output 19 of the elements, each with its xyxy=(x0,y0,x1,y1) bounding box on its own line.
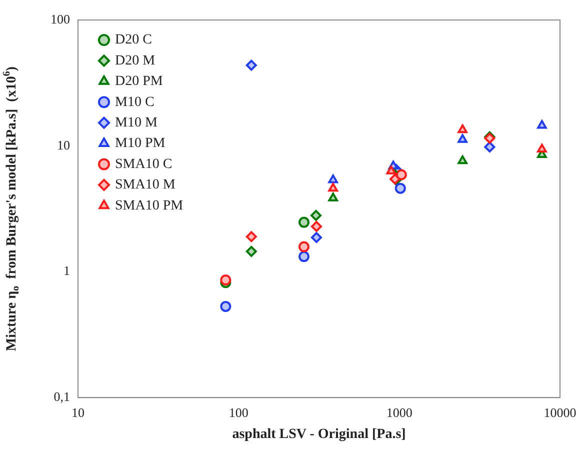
legend-label: M10 C xyxy=(115,94,154,110)
x-tick-label: 100 xyxy=(228,404,248,420)
y-tick-label: 100 xyxy=(50,11,70,26)
y-tick-label: 10 xyxy=(57,137,70,152)
legend-label: SMA10 PM xyxy=(115,198,184,214)
y-tick-label: 0,1 xyxy=(54,389,70,404)
y-axis-title: Mixture ηo from Burger's model [kPa.s] (x106) xyxy=(2,66,22,352)
legend-label: M10 PM xyxy=(115,136,166,152)
y-tick-label: 1 xyxy=(64,263,70,278)
legend-label: D20 C xyxy=(115,32,152,48)
x-tick-label: 1000 xyxy=(386,404,412,420)
legend-label: SMA10 M xyxy=(115,178,176,193)
x-tick-label: 10000 xyxy=(544,404,576,420)
legend-label: D20 PM xyxy=(115,74,164,90)
x-tick-label: 10 xyxy=(72,404,84,420)
legend-label: M10 M xyxy=(115,115,158,130)
legend-label: D20 M xyxy=(115,53,156,68)
legend-label: SMA10 C xyxy=(115,156,172,172)
x-axis-title: asphalt LSV - Original [Pa.s] xyxy=(232,427,406,442)
